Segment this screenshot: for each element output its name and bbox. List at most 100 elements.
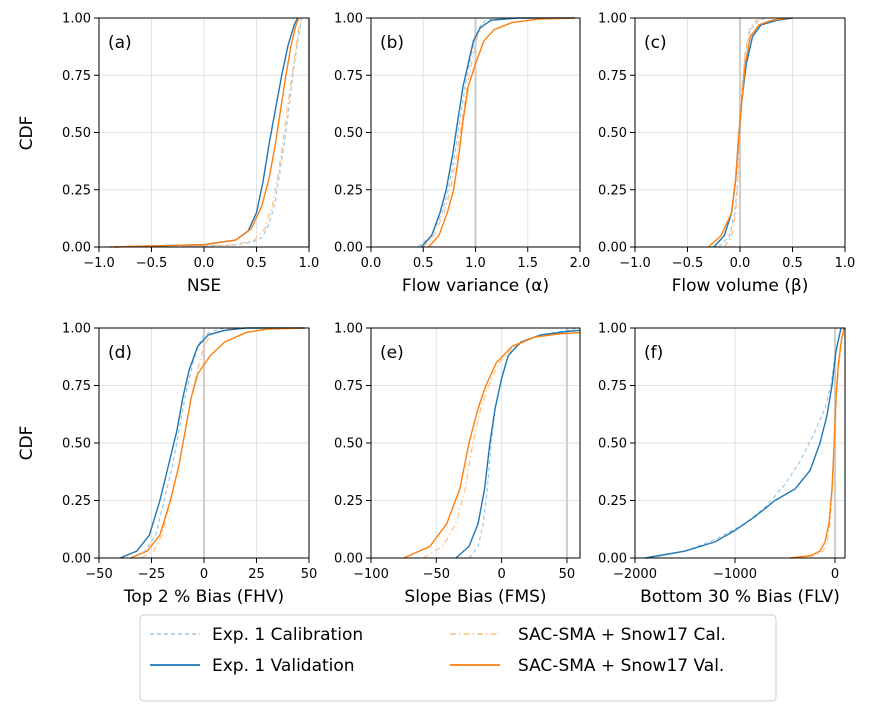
- panel-d: −50 −25 0 25 50 0.00 0.25 0.50 0.75 1.00 (d) Top 2 …: [62, 322, 317, 608]
- panel-f-x-tick-label-0: −2000: [613, 567, 657, 582]
- panel-b-series-exp1_val: [420, 17, 575, 248]
- panel-b-series-sac_val: [427, 17, 575, 248]
- panel-b-y-tick-label-2: 0.50: [334, 126, 363, 141]
- panel-e-y-tick-label-3: 0.75: [334, 379, 363, 394]
- panel-d-y-tick-label-4: 1.00: [62, 322, 91, 337]
- panel-f-x-axis-title: Bottom 30 % Bias (FLV): [640, 587, 840, 607]
- panel-e-y-tick-label-4: 1.00: [334, 322, 363, 337]
- panel-d-series-exp1_val: [119, 327, 305, 559]
- legend-label-exp1-calibration: Exp. 1 Calibration: [212, 625, 363, 645]
- panel-d-label: (d): [108, 343, 132, 363]
- panel-e-x-axis-title: Slope Bias (FMS): [404, 587, 546, 607]
- panels-layer: −1.0 −0.5 0.0 0.5 1.00.000.250.500.751.00(a)…: [62, 12, 855, 608]
- legend: Exp. 1 Calibration Exp. 1 Validation SAC…: [139, 614, 777, 702]
- panel-f-label: (f): [644, 343, 663, 363]
- panel-e-series-exp1_val: [455, 329, 581, 559]
- panel-a-y-tick-label-4: 1.00: [62, 12, 91, 27]
- panel-a-x-tick-label-4: 1.0: [299, 256, 320, 271]
- panel-d-y-tick-label-1: 0.25: [62, 494, 91, 509]
- panel-d-x-tick-label-4: 50: [301, 567, 318, 582]
- panel-c-y-tick-label-2: 0.50: [598, 126, 627, 141]
- panel-a-y-tick-label-1: 0.25: [62, 183, 91, 198]
- panel-a-x-tick-label-3: 0.5: [246, 256, 267, 271]
- panel-e-series-sac_val: [403, 331, 581, 559]
- panel-c-y-tick-label-0: 0.00: [598, 241, 627, 256]
- panel-d-x-axis-title: Top 2 % Bias (FHV): [123, 587, 284, 607]
- panel-f-series-exp1_val: [644, 327, 842, 559]
- panel-a-y-tick-label-3: 0.75: [62, 69, 91, 84]
- panel-f-y-tick-label-1: 0.25: [598, 494, 627, 509]
- panel-d-y-tick-label-0: 0.00: [62, 552, 91, 567]
- panel-e-y-tick-label-0: 0.00: [334, 552, 363, 567]
- panel-a-x-tick-label-1: −0.5: [136, 256, 168, 271]
- panel-c-series-sac_val: [708, 17, 788, 248]
- panel-b-y-tick-label-1: 0.25: [334, 183, 363, 198]
- panel-b-y-tick-label-4: 1.00: [334, 12, 363, 27]
- y-axis-label-top: CDF: [17, 116, 37, 151]
- panel-d-x-tick-label-1: −25: [138, 567, 165, 582]
- panel-a-x-tick-label-0: −1.0: [83, 256, 115, 271]
- panel-f: −2000 −1000 0 0.00 0.25 0.50 0.75 1.00 (f) Bottom…: [598, 322, 846, 607]
- panel-f-y-tick-label-2: 0.50: [598, 437, 627, 452]
- panel-a-series-sac_val: [109, 17, 300, 248]
- panel-f-x-tick-label-2: 0: [831, 567, 839, 582]
- panel-d-y-tick-label-3: 0.75: [62, 379, 91, 394]
- panel-f-series-sac_val: [789, 327, 845, 559]
- panel-d-y-tick-label-2: 0.50: [62, 437, 91, 452]
- panel-c-x-tick-label-3: 0.5: [782, 256, 803, 271]
- panel-d-series-sac_val: [130, 327, 305, 559]
- panel-c-x-tick-label-1: −0.5: [672, 256, 704, 271]
- legend-label-exp1-validation: Exp. 1 Validation: [212, 656, 355, 676]
- legend-frame: [139, 614, 777, 702]
- panel-c-label: (c): [644, 33, 667, 53]
- panel-a-series-sac_cal: [172, 17, 303, 248]
- panel-b-x-tick-label-3: 1.5: [517, 256, 538, 271]
- panel-c-y-tick-label-4: 1.00: [598, 12, 627, 27]
- panel-d-x-tick-label-0: −50: [85, 567, 112, 582]
- panel-b-y-tick-label-3: 0.75: [334, 69, 363, 84]
- panel-f-y-tick-label-0: 0.00: [598, 552, 627, 567]
- panel-a-label: (a): [108, 33, 132, 53]
- panel-a-y-tick-label-0: 0.00: [62, 241, 91, 256]
- panel-b-series-exp1_cal: [417, 17, 502, 248]
- panel-c-x-axis-title: Flow volume (β): [672, 276, 809, 296]
- panel-e-x-tick-label-3: 50: [559, 567, 576, 582]
- panel-b-label: (b): [380, 33, 404, 53]
- panel-f-y-tick-label-4: 1.00: [598, 322, 627, 337]
- panel-b-x-tick-label-2: 1.0: [465, 256, 486, 271]
- panel-b-y-tick-label-0: 0.00: [334, 241, 363, 256]
- panel-d-x-tick-label-2: 0: [200, 567, 208, 582]
- panel-e-x-tick-label-1: −50: [423, 567, 450, 582]
- panel-e-y-tick-label-1: 0.25: [334, 494, 363, 509]
- panel-d-series-sac_cal: [140, 327, 236, 559]
- panel-c: −1.0 −0.5 0.0 0.5 1.0 0.00 0.25 0.50 0.75 1.00 (c)…: [598, 12, 855, 297]
- panel-c-y-tick-label-1: 0.25: [598, 183, 627, 198]
- panel-a-x-tick-label-2: 0.0: [194, 256, 215, 271]
- panel-a-x-axis-title: NSE: [187, 276, 221, 296]
- panel-f-x-tick-label-1: −1000: [713, 567, 757, 582]
- panel-d-x-tick-label-3: 25: [248, 567, 265, 582]
- panel-e-series-sac_cal: [422, 329, 578, 559]
- panel-e-y-tick-label-2: 0.50: [334, 437, 363, 452]
- panel-b-x-tick-label-0: 0.0: [361, 256, 382, 271]
- panel-b-x-tick-label-1: 0.5: [413, 256, 434, 271]
- panel-a-y-tick-label-2: 0.50: [62, 126, 91, 141]
- panel-f-y-tick-label-3: 0.75: [598, 379, 627, 394]
- y-axis-label-bottom: CDF: [17, 426, 37, 461]
- panel-c-x-tick-label-2: 0.0: [730, 256, 751, 271]
- panel-c-y-tick-label-3: 0.75: [598, 69, 627, 84]
- panel-e: −100 −50 0 50 0.00 0.25 0.50 0.75 1.00 (e) Slope B…: [334, 322, 581, 607]
- panel-c-x-tick-label-0: −1.0: [619, 256, 651, 271]
- legend-label-sac-sma-validation: SAC-SMA + Snow17 Val.: [518, 656, 724, 676]
- panel-c-x-tick-label-4: 1.0: [835, 256, 856, 271]
- panel-e-label: (e): [380, 343, 404, 363]
- panel-f-series-exp1_cal: [649, 327, 842, 559]
- panel-b: 0.0 0.5 1.0 1.5 2.0 0.00 0.25 0.50 0.75 1.00 (b) Fl…: [334, 12, 590, 297]
- legend-label-sac-sma-calibration: SAC-SMA + Snow17 Cal.: [518, 625, 726, 645]
- panel-a: −1.0 −0.5 0.0 0.5 1.0 0.00 0.25 0.50 0.75 1.00 (a)…: [62, 12, 319, 297]
- panel-b-x-axis-title: Flow variance (α): [402, 276, 549, 296]
- panel-b-x-tick-label-4: 2.0: [570, 256, 591, 271]
- panel-e-x-tick-label-2: 0: [497, 567, 505, 582]
- panel-e-x-tick-label-0: −100: [353, 567, 389, 582]
